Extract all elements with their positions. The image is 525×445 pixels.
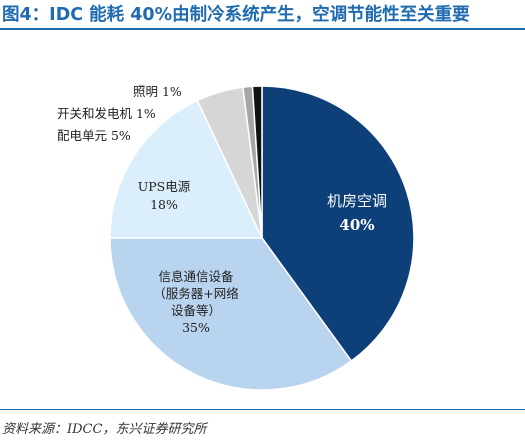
pie-slice-5 <box>251 85 263 239</box>
slice-label-0: 机房空调 40% <box>327 192 387 234</box>
pie-slice-2 <box>109 99 264 239</box>
pie-slice-1 <box>109 237 353 391</box>
slice-label-2: UPS电源 18% <box>138 179 191 212</box>
footer-divider <box>0 409 525 410</box>
pie-slice-0 <box>261 85 415 363</box>
slice-label-5: 照明 1% <box>133 84 182 99</box>
source-note: 资料来源：IDCC，东兴证券研究所 <box>2 422 207 437</box>
title-divider <box>0 28 525 30</box>
slice-label-3: 配电单元 5% <box>57 128 131 143</box>
figure-title: 图4：IDC 能耗 40%由制冷系统产生，空调节能性至关重要 <box>2 5 470 25</box>
slice-label-1: 信息通信设备（服务器+网络设备等） 35% <box>153 269 239 335</box>
slice-label-4: 开关和发电机 1% <box>57 106 156 121</box>
